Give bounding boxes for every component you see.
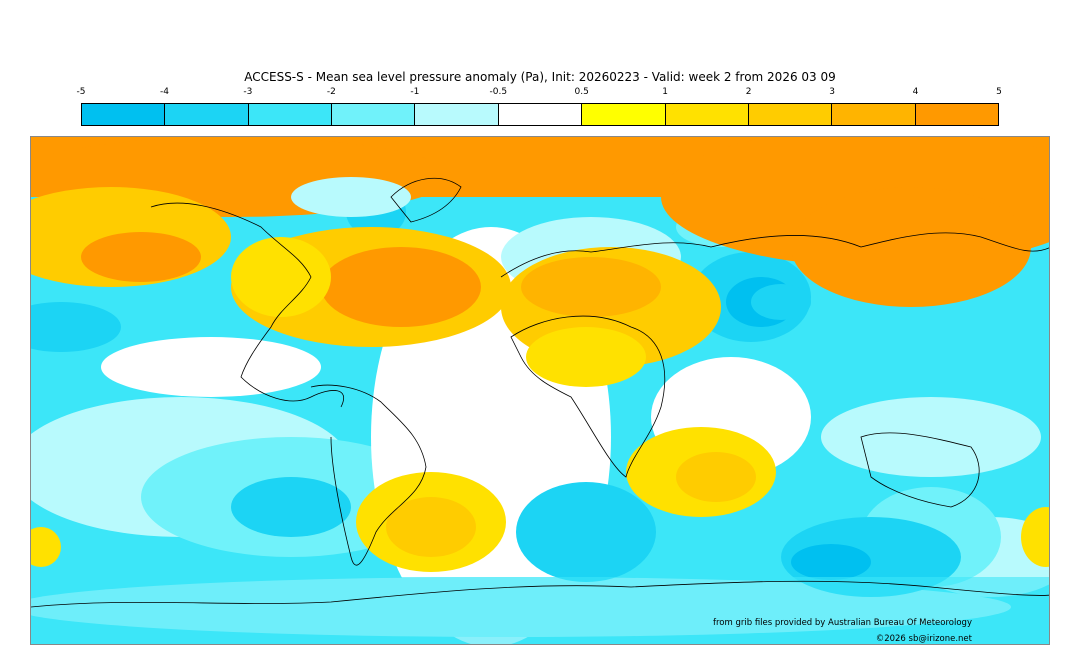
colorbar-segment bbox=[915, 104, 998, 125]
colorbar-segment bbox=[332, 104, 416, 125]
colorbar bbox=[81, 103, 999, 126]
colorbar-tick-label: -4 bbox=[159, 87, 169, 97]
colorbar-segment bbox=[748, 104, 833, 125]
colorbar-segment bbox=[82, 104, 166, 125]
coastlines bbox=[31, 177, 1049, 608]
anomaly-map bbox=[30, 136, 1050, 645]
colorbar-tick-label: 2 bbox=[745, 87, 752, 97]
colorbar-tick-label: 0.5 bbox=[574, 87, 589, 97]
colorbar-ticks: -5 -4 -3 -2 -1 -0.5 0.5 1 2 3 4 5 bbox=[77, 87, 1002, 101]
map-title: ACCESS-S - Mean sea level pressure anoma… bbox=[244, 70, 836, 84]
colorbar-segment bbox=[415, 104, 499, 125]
colorbar-segment bbox=[248, 104, 333, 125]
copyright-credit: ©2026 sb@irizone.net bbox=[875, 634, 972, 644]
map-canvas bbox=[31, 137, 1049, 644]
colorbar-tick-label: -0.5 bbox=[489, 87, 508, 97]
source-credit: from grib files provided by Australian B… bbox=[712, 618, 972, 628]
colorbar-tick-label: -3 bbox=[243, 87, 253, 97]
colorbar-tick-label: -2 bbox=[326, 87, 336, 97]
colorbar-tick-label: 4 bbox=[912, 87, 919, 97]
colorbar-segment bbox=[665, 104, 749, 125]
colorbar-tick-label: 3 bbox=[829, 87, 835, 97]
colorbar-tick-label: 1 bbox=[662, 87, 669, 97]
colorbar-segment bbox=[165, 104, 249, 125]
colorbar-segment bbox=[832, 104, 916, 125]
colorbar-segment bbox=[582, 104, 666, 125]
colorbar-tick-label: -1 bbox=[410, 87, 420, 97]
colorbar-tick-label: 5 bbox=[996, 87, 1002, 97]
anomaly-field bbox=[31, 137, 1049, 644]
colorbar-tick-label: -5 bbox=[76, 87, 86, 97]
colorbar-segment bbox=[498, 104, 583, 125]
